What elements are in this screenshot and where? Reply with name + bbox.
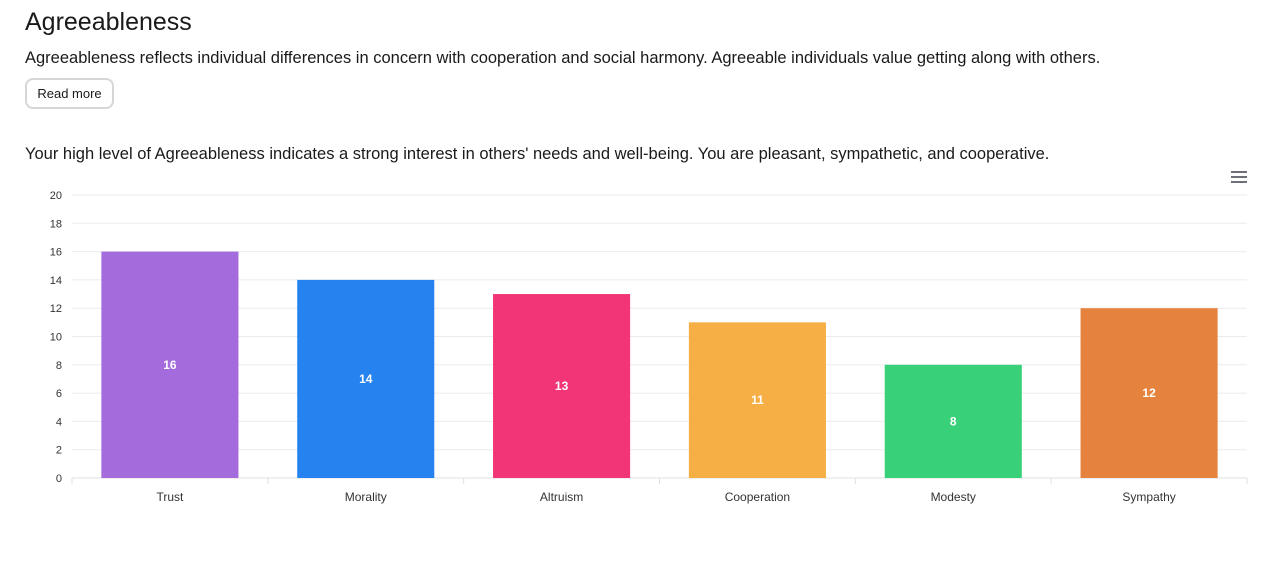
read-more-button[interactable]: Read more [25, 78, 114, 109]
y-tick-label: 14 [50, 275, 62, 287]
x-tick-label: Trust [156, 490, 184, 504]
y-tick-label: 6 [56, 388, 62, 400]
y-tick-label: 10 [50, 332, 62, 344]
y-tick-label: 0 [56, 473, 62, 485]
y-tick-label: 20 [50, 190, 62, 202]
y-tick-label: 2 [56, 445, 62, 457]
chart-menu-button[interactable] [1226, 167, 1252, 187]
x-tick-label: Sympathy [1122, 490, 1175, 504]
trait-description: Agreeableness reflects individual differ… [25, 49, 1101, 67]
y-tick-label: 4 [56, 416, 62, 428]
x-tick-label: Modesty [931, 490, 976, 504]
data-label: 8 [950, 414, 957, 428]
x-tick-label: Morality [345, 490, 387, 504]
data-label: 13 [555, 379, 569, 393]
bar-trust [101, 251, 239, 478]
y-tick-label: 16 [50, 247, 62, 259]
y-tick-label: 8 [56, 360, 62, 372]
bar-altruism [493, 294, 631, 478]
y-tick-label: 12 [50, 303, 62, 315]
trait-summary: Your high level of Agreeableness indicat… [25, 145, 1050, 163]
facet-bar-chart: 0 2 4 6 8 10 12 14 16 18 20 16 Trust 14 Morality 13 Altr… [50, 190, 1248, 504]
bar-cooperation [688, 322, 826, 478]
x-tick-label: Cooperation [725, 490, 790, 504]
data-label: 14 [359, 372, 373, 386]
data-label: 11 [751, 393, 764, 407]
hamburger-menu-icon [1231, 171, 1247, 173]
data-label: 12 [1142, 386, 1156, 400]
bar-morality [297, 279, 435, 478]
hamburger-menu-icon [1231, 181, 1247, 183]
page-title: Agreeableness [25, 8, 192, 36]
bar-modesty [884, 364, 1022, 478]
x-tick-label: Altruism [540, 490, 583, 504]
hamburger-menu-icon [1231, 176, 1247, 178]
bar-sympathy [1080, 308, 1218, 478]
y-tick-label: 18 [50, 218, 62, 230]
data-label: 16 [163, 358, 177, 372]
